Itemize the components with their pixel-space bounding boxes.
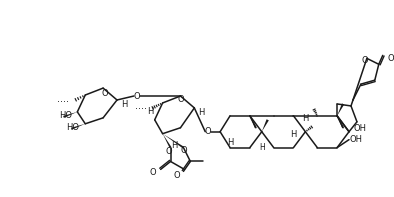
Text: O: O — [177, 96, 184, 104]
Polygon shape — [337, 103, 344, 116]
Text: HO: HO — [66, 123, 79, 132]
Text: ····: ···· — [135, 104, 147, 114]
Text: O: O — [205, 127, 212, 136]
Text: O: O — [362, 56, 368, 65]
Polygon shape — [63, 112, 77, 118]
Text: O: O — [149, 168, 156, 177]
Text: H: H — [290, 130, 297, 139]
Text: H: H — [121, 100, 127, 110]
Text: H: H — [171, 141, 178, 150]
Polygon shape — [163, 134, 184, 148]
Text: H: H — [198, 108, 205, 117]
Text: OH: OH — [349, 135, 362, 144]
Text: O: O — [174, 171, 180, 180]
Polygon shape — [71, 124, 85, 130]
Text: H: H — [259, 143, 265, 152]
Text: ····: ···· — [58, 97, 69, 107]
Text: O: O — [388, 54, 394, 63]
Text: O: O — [165, 147, 172, 156]
Text: H: H — [147, 107, 154, 116]
Text: H: H — [302, 114, 309, 123]
Polygon shape — [250, 116, 257, 128]
Polygon shape — [262, 119, 269, 132]
Text: O: O — [180, 146, 187, 155]
Text: OH: OH — [354, 124, 367, 133]
Text: HO: HO — [59, 111, 72, 120]
Text: H: H — [227, 138, 233, 147]
Text: O: O — [134, 92, 140, 100]
Polygon shape — [337, 116, 344, 128]
Text: O: O — [102, 88, 108, 98]
Polygon shape — [163, 134, 171, 148]
